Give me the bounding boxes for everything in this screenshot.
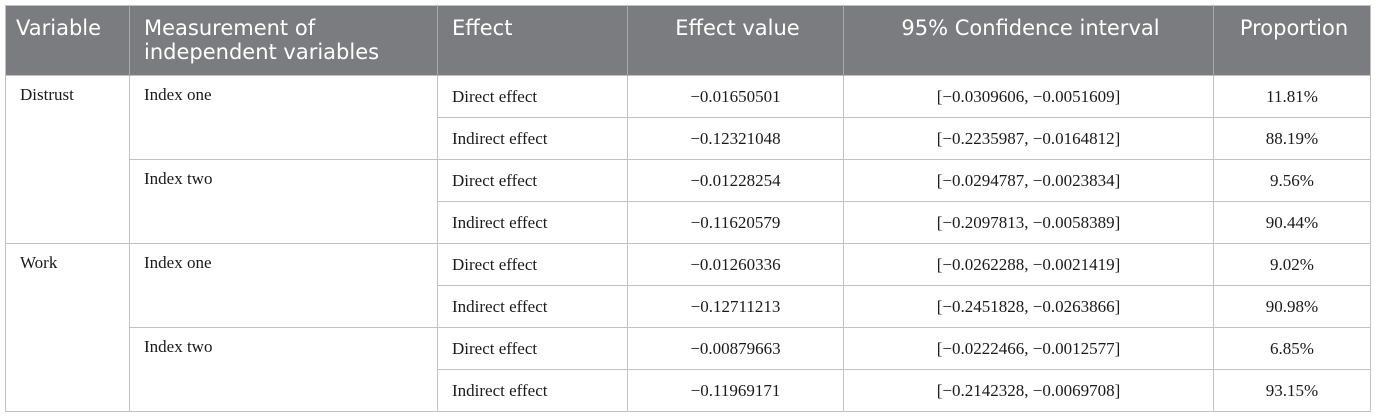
effect-cell: Direct effect: [437, 75, 628, 118]
effect-value-cell: −0.11620579: [627, 201, 844, 244]
confidence-interval-cell: [−0.2235987, −0.0164812]: [843, 117, 1214, 160]
proportion-cell: 6.85%: [1213, 327, 1371, 370]
effect-cell: Indirect effect: [437, 285, 628, 328]
header-proportion: Proportion: [1213, 5, 1371, 76]
confidence-interval-cell: [−0.2097813, −0.0058389]: [843, 201, 1214, 244]
variable-cell: Work: [5, 243, 130, 412]
confidence-interval-cell: [−0.0294787, −0.0023834]: [843, 159, 1214, 202]
effect-value-cell: −0.12711213: [627, 285, 844, 328]
measurement-cell: Index two: [129, 327, 438, 412]
effect-value-cell: −0.00879663: [627, 327, 844, 370]
mediation-effect-table-container: Variable Measurement of independent vari…: [5, 5, 1371, 412]
effect-value-cell: −0.11969171: [627, 369, 844, 412]
proportion-cell: 90.44%: [1213, 201, 1371, 244]
header-variable: Variable: [5, 5, 130, 76]
header-row: Variable Measurement of independent vari…: [5, 5, 1371, 76]
proportion-cell: 11.81%: [1213, 75, 1371, 118]
table-row: Indirect effect −0.12711213 [−0.2451828,…: [6, 285, 1371, 328]
header-effect-value: Effect value: [627, 5, 844, 76]
measurement-cell: Index two: [129, 159, 438, 244]
table-header: Variable Measurement of independent vari…: [5, 5, 1371, 76]
effect-cell: Indirect effect: [437, 117, 628, 160]
effect-value-cell: −0.01228254: [627, 159, 844, 202]
header-confidence-interval: 95% Confidence interval: [843, 5, 1214, 76]
effect-cell: Direct effect: [437, 159, 628, 202]
table-row: Distrust Index one Direct effect −0.0165…: [5, 75, 1371, 244]
table-row: Indirect effect −0.11620579 [−0.2097813,…: [6, 201, 1371, 244]
table-row: Indirect effect −0.12321048 [−0.2235987,…: [6, 117, 1371, 160]
proportion-cell: 93.15%: [1213, 369, 1371, 412]
effect-cell: Indirect effect: [437, 201, 628, 244]
table-row: Work Index one Direct effect −0.01260336…: [5, 243, 1371, 412]
confidence-interval-cell: [−0.0222466, −0.0012577]: [843, 327, 1214, 370]
proportion-cell: 9.56%: [1213, 159, 1371, 202]
effect-value-cell: −0.12321048: [627, 117, 844, 160]
variable-cell: Distrust: [5, 75, 130, 244]
measurement-cell: Index one: [129, 75, 438, 160]
mediation-effect-table: Variable Measurement of independent vari…: [5, 5, 1371, 412]
effect-value-cell: −0.01260336: [627, 243, 844, 286]
table-row: Indirect effect −0.11969171 [−0.2142328,…: [6, 369, 1371, 412]
confidence-interval-cell: [−0.0262288, −0.0021419]: [843, 243, 1214, 286]
measurement-cell: Index one: [129, 243, 438, 328]
proportion-cell: 9.02%: [1213, 243, 1371, 286]
header-effect: Effect: [437, 5, 628, 76]
proportion-cell: 88.19%: [1213, 117, 1371, 160]
confidence-interval-cell: [−0.2142328, −0.0069708]: [843, 369, 1214, 412]
effect-cell: Direct effect: [437, 243, 628, 286]
effect-cell: Direct effect: [437, 327, 628, 370]
proportion-cell: 90.98%: [1213, 285, 1371, 328]
header-measurement: Measurement of independent variables: [129, 5, 438, 76]
table-body: Distrust Index one Direct effect −0.0165…: [5, 75, 1371, 412]
table-row: Index two Direct effect −0.01228254 [−0.…: [6, 159, 1371, 244]
effect-cell: Indirect effect: [437, 369, 628, 412]
confidence-interval-cell: [−0.0309606, −0.0051609]: [843, 75, 1214, 118]
confidence-interval-cell: [−0.2451828, −0.0263866]: [843, 285, 1214, 328]
effect-value-cell: −0.01650501: [627, 75, 844, 118]
table-row: Index two Direct effect −0.00879663 [−0.…: [6, 327, 1371, 412]
